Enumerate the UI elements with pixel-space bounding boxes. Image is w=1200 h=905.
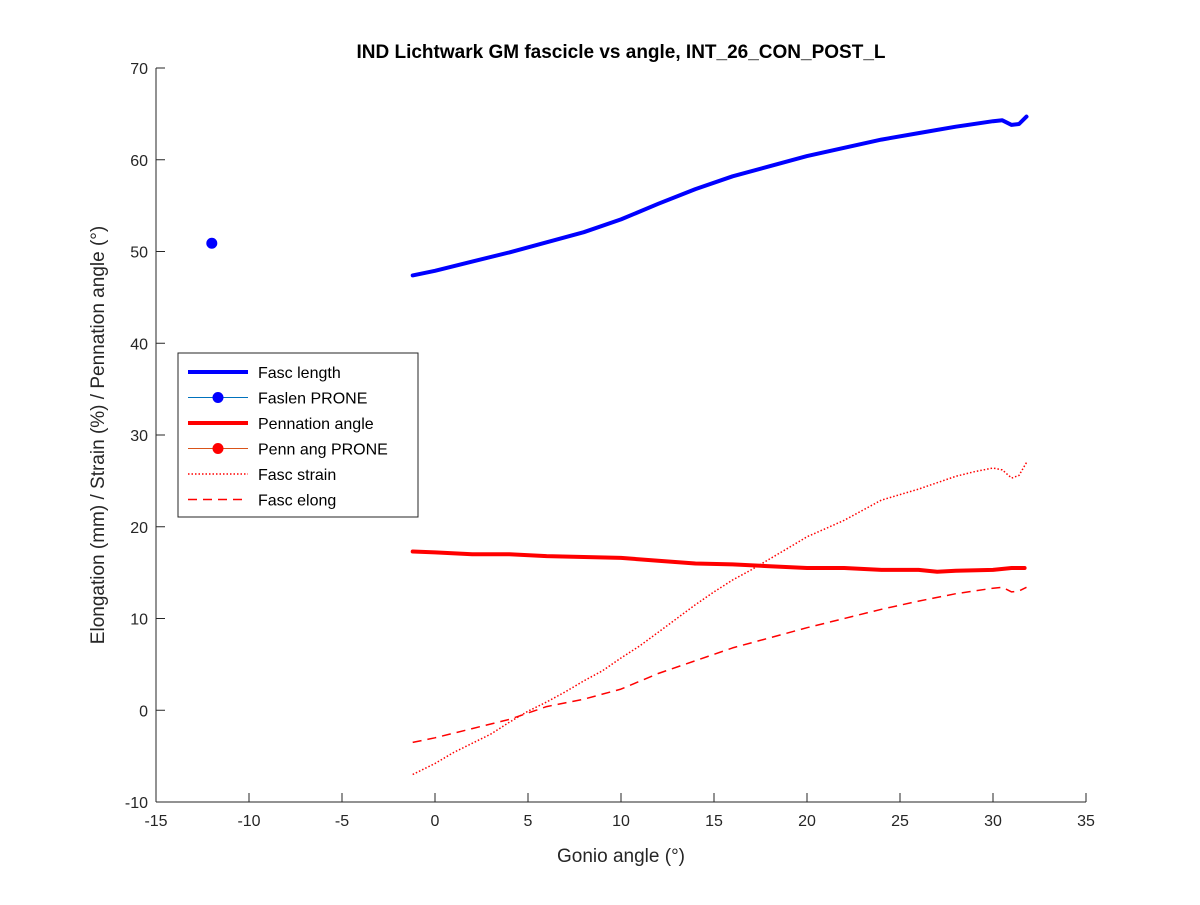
- series-line-fasc-elong: [412, 586, 1027, 744]
- legend-marker-penn-ang-prone: [212, 443, 224, 454]
- legend-box: [177, 352, 419, 518]
- y-tick-label: 0: [139, 703, 148, 720]
- y-tick-label: 20: [130, 520, 148, 537]
- series-line-fasc-length: [410, 114, 1029, 278]
- x-tick-label: 15: [705, 813, 723, 830]
- x-tick-label: 35: [1077, 813, 1095, 830]
- x-axis-label: Gonio angle (°): [557, 846, 685, 867]
- x-tick-label: 25: [891, 813, 909, 830]
- chart-title: IND Lichtwark GM fascicle vs angle, INT_…: [356, 42, 885, 63]
- legend-label-penn-ang-prone: Penn ang PRONE: [258, 442, 388, 459]
- x-tick-label: 20: [798, 813, 816, 830]
- legend-marker-faslen-prone: [212, 392, 224, 403]
- y-tick-label: 40: [130, 336, 148, 353]
- x-tick-label: -10: [237, 813, 260, 830]
- x-tick-label: 5: [524, 813, 533, 830]
- legend: Fasc length Faslen PRONE Pennation angle Pe…: [177, 352, 419, 518]
- y-tick-label: 60: [130, 153, 148, 170]
- x-tick-label: 30: [984, 813, 1002, 830]
- x-tick-label: -5: [335, 813, 349, 830]
- x-tick-label: 0: [431, 813, 440, 830]
- y-tick-label: 30: [130, 428, 148, 445]
- y-tick-label: 10: [130, 612, 148, 629]
- y-tick-label: -10: [125, 795, 148, 812]
- x-tick-label: 10: [612, 813, 630, 830]
- series-layer: [206, 114, 1029, 776]
- legend-label-fasc-length: Fasc length: [258, 365, 341, 382]
- legend-label-fasc-strain: Fasc strain: [258, 467, 336, 484]
- legend-label-pennation-angle: Pennation angle: [258, 416, 374, 433]
- y-axis-label: Elongation (mm) / Strain (%) / Pennation…: [88, 226, 109, 644]
- legend-label-fasc-elong: Fasc elong: [258, 493, 336, 510]
- legend-label-faslen-prone: Faslen PRONE: [258, 391, 367, 408]
- x-tick-label: -15: [144, 813, 167, 830]
- data-point-faslen-prone: [206, 237, 218, 249]
- y-tick-label: 50: [130, 245, 148, 262]
- series-line-pennation-angle: [410, 549, 1027, 574]
- y-tick-label: 70: [130, 61, 148, 78]
- series-line-fasc-strain: [412, 462, 1028, 776]
